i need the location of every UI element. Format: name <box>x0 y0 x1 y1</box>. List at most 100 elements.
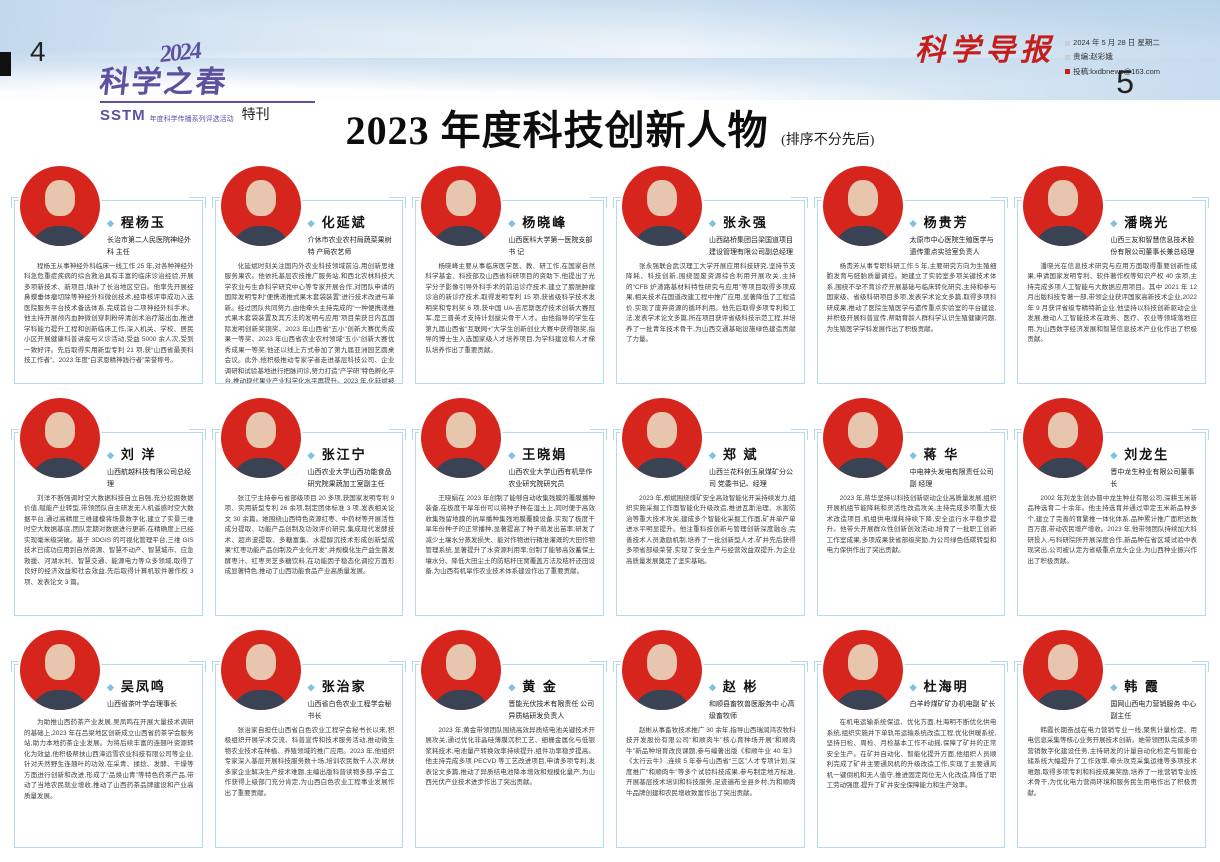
person-card: ◆ 化延斌 介休市农业农村局蔬菜果树特 产局农艺师 化延斌时刻关注国内外农业科技领… <box>211 166 406 384</box>
bullet-icon <box>1065 40 1071 46</box>
portrait-head-icon <box>647 180 677 216</box>
portrait-silhouette-icon <box>633 458 691 478</box>
portrait-silhouette-icon <box>432 226 491 246</box>
person-name: ◆ 刘 洋 <box>107 447 157 462</box>
portrait-head-icon <box>647 412 677 448</box>
person-photo <box>20 398 100 478</box>
page-title: 2023 年度科技创新人物 <box>345 108 769 153</box>
person-name: ◆ 蒋 华 <box>909 447 960 462</box>
person-photo <box>822 630 903 710</box>
portrait-head-icon <box>1048 180 1079 216</box>
page-number-right: 5 <box>1116 64 1134 100</box>
portrait-head-icon <box>847 412 878 448</box>
bullet-icon <box>1065 54 1071 60</box>
person-title: 国网山西电力营销服务 中心副主任 <box>1110 700 1197 720</box>
portrait-silhouette-icon <box>31 226 89 246</box>
bio-box: ◆ 吴凤鸣 山西省茶叶学会理事长 为助推山西药茶产业发展,吴凤鸣在开展大量技术调研… <box>11 661 206 848</box>
person-name: ◆ 张江宁 <box>307 447 367 462</box>
person-bio: 赵彬从事畜牧技术推广 30 余年,指导山西瑞润鸿农牧科技开发股份有限公司“和顺肉… <box>626 726 796 797</box>
person-title: 山西兰花科创玉泉煤矿分公司 党委书记、经理 <box>709 468 793 488</box>
portrait-head-icon <box>1048 412 1079 448</box>
portrait-head-icon <box>45 412 75 448</box>
person-card: ◆ 张治家 山西省白色农业工程学会秘书长 张治家自担任山西省白色农业工程学会秘书长… <box>211 630 406 848</box>
person-title: 山西三友和智慧信息技术股 份有限公司董事长兼总经理 <box>1110 236 1195 256</box>
bio-box: ◆ 刘龙生 晋中龙生种业有限公司董事长 2002 年刘龙生创办晋中龙生种业有限公司… <box>1014 429 1209 616</box>
person-bio: 杨贵芳从事专职科研工作 5 年,主要研究方向为生殖细胞发育与胚胎质量调控。她建立… <box>826 262 997 333</box>
masthead-submit-email: 投稿:kxdbnews@163.com <box>1073 66 1160 76</box>
person-title: 介休市农业农村局蔬菜果树特 产局农艺师 <box>307 236 392 256</box>
diamond-bullet-icon: ◆ <box>307 218 317 228</box>
person-title: 山西省白色农业工程学会秘书长 <box>307 700 392 720</box>
header-wave-band <box>0 0 1220 128</box>
person-title: 山西路桥集团吕梁国道项目 建设管理有限公司副总经理 <box>709 236 793 256</box>
person-name: ◆ 韩 霞 <box>1110 679 1160 694</box>
people-grid: ◆ 程杨玉 长治市第二人民医院神经外科 主任 程杨玉从事神经外科临床一线工作 25… <box>11 166 1209 848</box>
diamond-bullet-icon: ◆ <box>1110 450 1120 460</box>
person-photo <box>622 166 702 246</box>
person-photo <box>822 398 903 478</box>
person-bio: 潘晓光在信息技术研究与应用方面取得重要创新性成果,申请国家发明专利、软件著作权等… <box>1027 262 1197 344</box>
person-card: ◆ 郑 斌 山西兰花科创玉泉煤矿分公司 党委书记、经理 2023 年,郑斌围绕煤矿… <box>613 398 808 616</box>
masthead-info: 2024 年 5 月 28 日 星期二 责编:赵彩娥 投稿:kxdbnews@1… <box>1065 36 1160 79</box>
person-name: ◆ 张治家 <box>307 679 367 694</box>
person-name: ◆ 王晓娟 <box>508 447 568 462</box>
person-bio: 2023 年,郑斌围绕煤矿安全高效智能化开采持续发力,组织实施采掘工作面智能化升… <box>626 494 796 565</box>
portrait-silhouette-icon <box>833 458 892 478</box>
person-name: ◆ 程杨玉 <box>107 215 166 230</box>
person-bio: 2023 年,黄金带领团队围绕高效异质结电池关键技术开展攻关,通过优化非晶硅薄膜… <box>425 726 595 787</box>
person-bio: 在机电运输系统保运、优化方面,杜海明不断优化供电系统,组织实施井下单轨吊运输系统… <box>826 719 997 790</box>
person-photo <box>1023 630 1104 710</box>
person-photo <box>622 398 702 478</box>
portrait-silhouette-icon <box>1034 226 1093 246</box>
person-photo <box>20 166 100 246</box>
person-card: ◆ 刘 洋 山西航越科技有限公司总经理 刘洋不断强调时空大数据科技自立自强,充分挖… <box>11 398 206 616</box>
bio-box: ◆ 化延斌 介休市农业农村局蔬菜果树特 产局农艺师 化延斌时刻关注国内外农业科技领… <box>211 197 406 384</box>
person-photo <box>20 630 100 710</box>
person-card: ◆ 张江宁 山西农业大学山西功能食品 研究院果蔬加工室副主任 张江宁主持参与省部级… <box>211 398 406 616</box>
portrait-silhouette-icon <box>1034 458 1093 478</box>
diamond-bullet-icon: ◆ <box>909 450 919 460</box>
diamond-bullet-icon: ◆ <box>107 218 116 228</box>
bio-box: ◆ 程杨玉 长治市第二人民医院神经外科 主任 程杨玉从事神经外科临床一线工作 25… <box>11 197 206 384</box>
bio-box: ◆ 刘 洋 山西航越科技有限公司总经理 刘洋不断强调时空大数据科技自立自强,充分挖… <box>11 429 206 616</box>
person-card: ◆ 蒋 华 中电神头发电有限责任公司副 经理 2023 年,蒋华坚持以科技创新驱动… <box>813 398 1008 616</box>
portrait-silhouette-icon <box>432 458 491 478</box>
person-bio: 为助推山西药茶产业发展,吴凤鸣在开展大量技术调研的基础上,2023 年在吕梁地区… <box>24 719 194 800</box>
person-card: ◆ 程杨玉 长治市第二人民医院神经外科 主任 程杨玉从事神经外科临床一线工作 25… <box>11 166 206 384</box>
portrait-silhouette-icon <box>1034 690 1093 710</box>
person-card: ◆ 黄 金 晋能光伏技术有限责任 公司异质结研发负责人 2023 年,黄金带领团队… <box>412 630 607 848</box>
portrait-head-icon <box>245 412 276 448</box>
person-bio: 韩霞长期奋战在电力营销专业一线,聚焦计量检定、用电信息采集等核心业务开展技术创新… <box>1027 726 1197 797</box>
diamond-bullet-icon: ◆ <box>107 450 116 460</box>
masthead: 科学导报 2024 年 5 月 28 日 星期二 责编:赵彩娥 投稿:kxdbn… <box>915 30 1160 101</box>
person-title: 和顺县畜牧兽医服务中 心高级畜牧师 <box>709 700 795 720</box>
person-name: ◆ 黄 金 <box>508 679 558 694</box>
bullet-icon <box>1065 69 1071 75</box>
portrait-head-icon <box>446 412 477 448</box>
person-bio: 2023 年,蒋华坚持以科技创新驱动企业高质量发展,组织开展机组节能降耗和灵活性… <box>826 494 997 555</box>
person-photo <box>822 166 903 246</box>
diamond-bullet-icon: ◆ <box>909 218 919 228</box>
portrait-silhouette-icon <box>231 458 290 478</box>
person-name: ◆ 刘龙生 <box>1110 447 1170 462</box>
portrait-silhouette-icon <box>231 690 290 710</box>
portrait-silhouette-icon <box>633 226 691 246</box>
bio-box: ◆ 杨晓峰 山西医科大学第一医院支部书 记 杨晓峰主要从事临床医学医、教、研工作,… <box>412 197 607 384</box>
portrait-head-icon <box>45 644 75 680</box>
person-title: 白羊岭煤矿矿办机电副 矿长 <box>909 700 996 708</box>
person-title: 长治市第二人民医院神经外科 主任 <box>107 236 191 256</box>
person-name: ◆ 赵 彬 <box>709 679 759 694</box>
person-title: 山西农业大学山西有机旱作 农业研究院研究员 <box>508 468 593 488</box>
person-card: ◆ 韩 霞 国网山西电力营销服务 中心副主任 韩霞长期奋战在电力营销专业一线,聚焦… <box>1014 630 1209 848</box>
person-card: ◆ 杨贵芳 太原市中心医院生殖医学与 遗传重点实验室负责人 杨贵芳从事专职科研工作… <box>813 166 1008 384</box>
person-name: ◆ 杜海明 <box>909 679 969 694</box>
diamond-bullet-icon: ◆ <box>1110 218 1120 228</box>
portrait-silhouette-icon <box>633 690 691 710</box>
portrait-silhouette-icon <box>31 690 89 710</box>
person-card: ◆ 杜海明 白羊岭煤矿矿办机电副 矿长 在机电运输系统保运、优化方面,杜海明不断优… <box>813 630 1008 848</box>
portrait-head-icon <box>847 644 878 680</box>
person-bio: 王晓娟在 2023 年创制了能够自动收集残膜的覆膜播种装备,在极度干旱年份可以将… <box>425 494 595 576</box>
person-card: ◆ 刘龙生 晋中龙生种业有限公司董事长 2002 年刘龙生创办晋中龙生种业有限公司… <box>1014 398 1209 616</box>
logo-title: 科学之春 <box>97 66 230 99</box>
person-bio: 张江宁主持参与省部级项目 20 多项,获国家发明专利 9 项、实用新型专利 26… <box>224 494 395 576</box>
